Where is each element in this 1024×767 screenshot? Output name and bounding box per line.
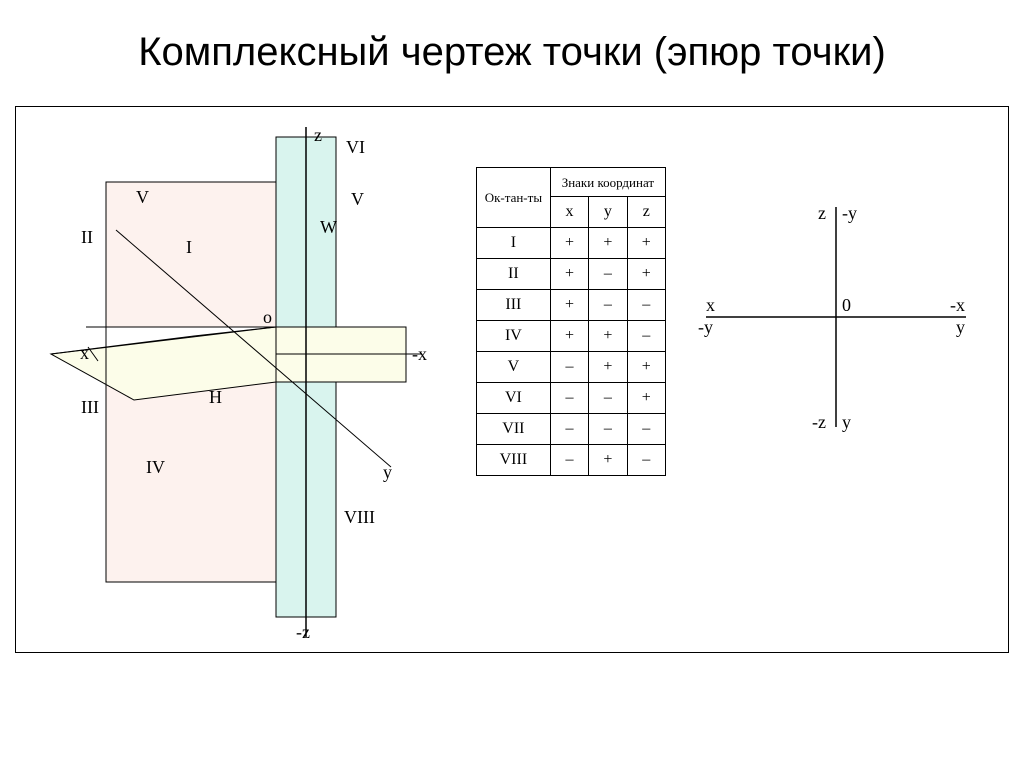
axis-x: x [80,343,89,364]
oct-5: V [351,189,364,210]
neg-y-top: -y [842,203,857,224]
content-container: z -z x -x y o V H W I II III IV V VI VII… [15,106,1009,653]
table-row: IV++– [477,321,666,352]
oct-3: III [81,397,99,418]
oct-2: II [81,227,93,248]
col-y: y [589,197,627,228]
table-row: II+–+ [477,259,666,290]
y-bottom: y [842,412,851,433]
table-row: I+++ [477,228,666,259]
col-x: x [550,197,588,228]
oct-6: VI [346,137,365,158]
col-oct-header: Ок-тан-ты [477,168,551,228]
plane-w: W [320,217,337,238]
table-row: V–++ [477,352,666,383]
flat-axes-diagram: 0 z -y x -y -x y -z y [666,107,1008,652]
center-0: 0 [842,295,851,316]
neg-y-left: -y [698,317,713,338]
origin-o: o [263,307,272,328]
axis-minus-z: -z [296,622,310,643]
table-row: VI––+ [477,383,666,414]
axis-minus-x: -x [412,344,427,365]
x-left: x [706,295,715,316]
plane-h: H [209,387,222,408]
table-row: III+–– [477,290,666,321]
axis-z: z [314,125,322,146]
oct-8: VIII [344,507,375,528]
neg-x-right: -x [950,295,965,316]
plane-v: V [136,187,149,208]
oct-1: I [186,237,192,258]
y-right: y [956,317,965,338]
col-signs-header: Знаки координат [550,168,665,197]
table-row: VIII–+– [477,445,666,476]
table-row: VII––– [477,414,666,445]
col-z: z [627,197,665,228]
neg-z-bottom: -z [812,412,826,433]
octant-diagram: z -z x -x y o V H W I II III IV V VI VII… [26,107,446,652]
oct-4: IV [146,457,165,478]
octant-signs-table: Ок-тан-ты Знаки координат x y z I+++ II+… [476,167,666,652]
axis-y: y [383,462,392,483]
z-top: z [818,203,826,224]
page-title: Комплексный чертеж точки (эпюр точки) [0,0,1024,86]
signs-table: Ок-тан-ты Знаки координат x y z I+++ II+… [476,167,666,476]
